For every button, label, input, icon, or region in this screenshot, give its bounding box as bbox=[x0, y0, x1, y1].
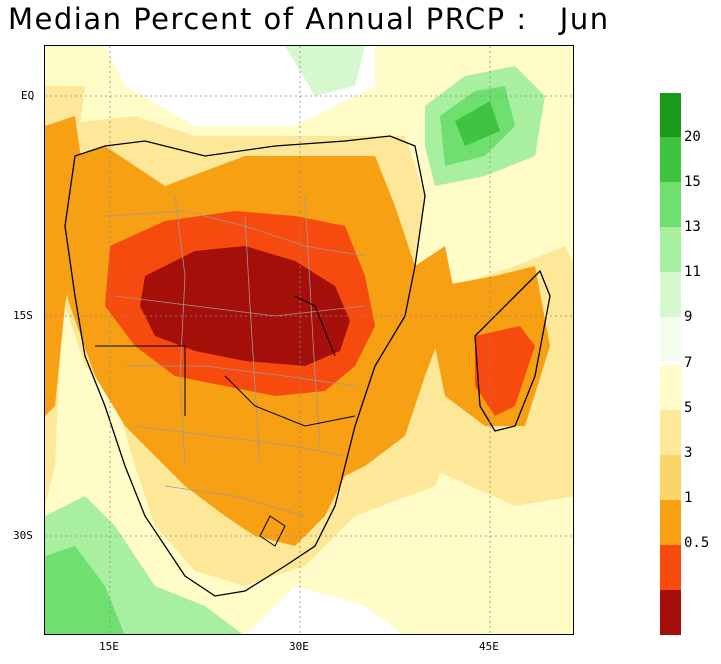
band-below-0-5 bbox=[140, 246, 350, 366]
legend-swatch-dry-1 bbox=[660, 410, 681, 455]
lon-label-30e: 30E bbox=[289, 640, 309, 653]
legend-label-11: 11 bbox=[684, 264, 701, 280]
legend-label-13: 13 bbox=[684, 219, 701, 235]
lat-label-eq: EQ bbox=[21, 89, 35, 102]
band-0-5-1-madagascar bbox=[475, 326, 535, 416]
legend-label-5: 5 bbox=[684, 400, 693, 416]
map-title: Median Percent of Annual PRCP : Jun bbox=[8, 2, 610, 36]
legend-swatch-dry-3 bbox=[660, 500, 681, 545]
legend-label-9: 9 bbox=[684, 309, 693, 325]
legend-label-7: 7 bbox=[684, 355, 693, 371]
legend-swatch-wet-5 bbox=[660, 317, 681, 362]
legend-swatch-wet-1 bbox=[660, 137, 681, 182]
legend-label-20: 20 bbox=[684, 129, 701, 145]
africa-coastline bbox=[64, 135, 426, 597]
precipitation-map bbox=[44, 45, 574, 635]
legend-swatch-wet-3 bbox=[660, 227, 681, 272]
legend-swatch-wet-2 bbox=[660, 182, 681, 227]
legend-label-1: 1 bbox=[684, 490, 693, 506]
lon-label-45e: 45E bbox=[479, 640, 499, 653]
legend-swatch-wet-0 bbox=[660, 93, 681, 137]
legend-swatch-dry-0 bbox=[660, 365, 681, 410]
legend-swatch-dry-4 bbox=[660, 545, 681, 590]
lat-label-30s: 30S bbox=[13, 529, 33, 542]
wet-east-core bbox=[455, 101, 500, 146]
legend-label-0-5: 0.5 bbox=[684, 535, 710, 551]
legend-swatch-wet-4 bbox=[660, 272, 681, 317]
legend-swatch-dry-5 bbox=[660, 590, 681, 635]
legend-label-3: 3 bbox=[684, 445, 693, 461]
equatorial-green bbox=[285, 46, 365, 96]
southwest-wet-core bbox=[45, 546, 125, 634]
legend-swatch-dry-2 bbox=[660, 455, 681, 500]
south-pale bbox=[247, 586, 403, 634]
admin-borders bbox=[104, 195, 366, 517]
lat-label-15s: 15S bbox=[13, 309, 33, 322]
map-canvas bbox=[45, 46, 573, 634]
country-borders bbox=[95, 295, 356, 547]
madagascar-coastline bbox=[474, 269, 551, 432]
graticule bbox=[45, 46, 573, 634]
band-1-3-west bbox=[45, 116, 85, 416]
legend-label-15: 15 bbox=[684, 174, 701, 190]
lon-label-15e: 15E bbox=[99, 640, 119, 653]
